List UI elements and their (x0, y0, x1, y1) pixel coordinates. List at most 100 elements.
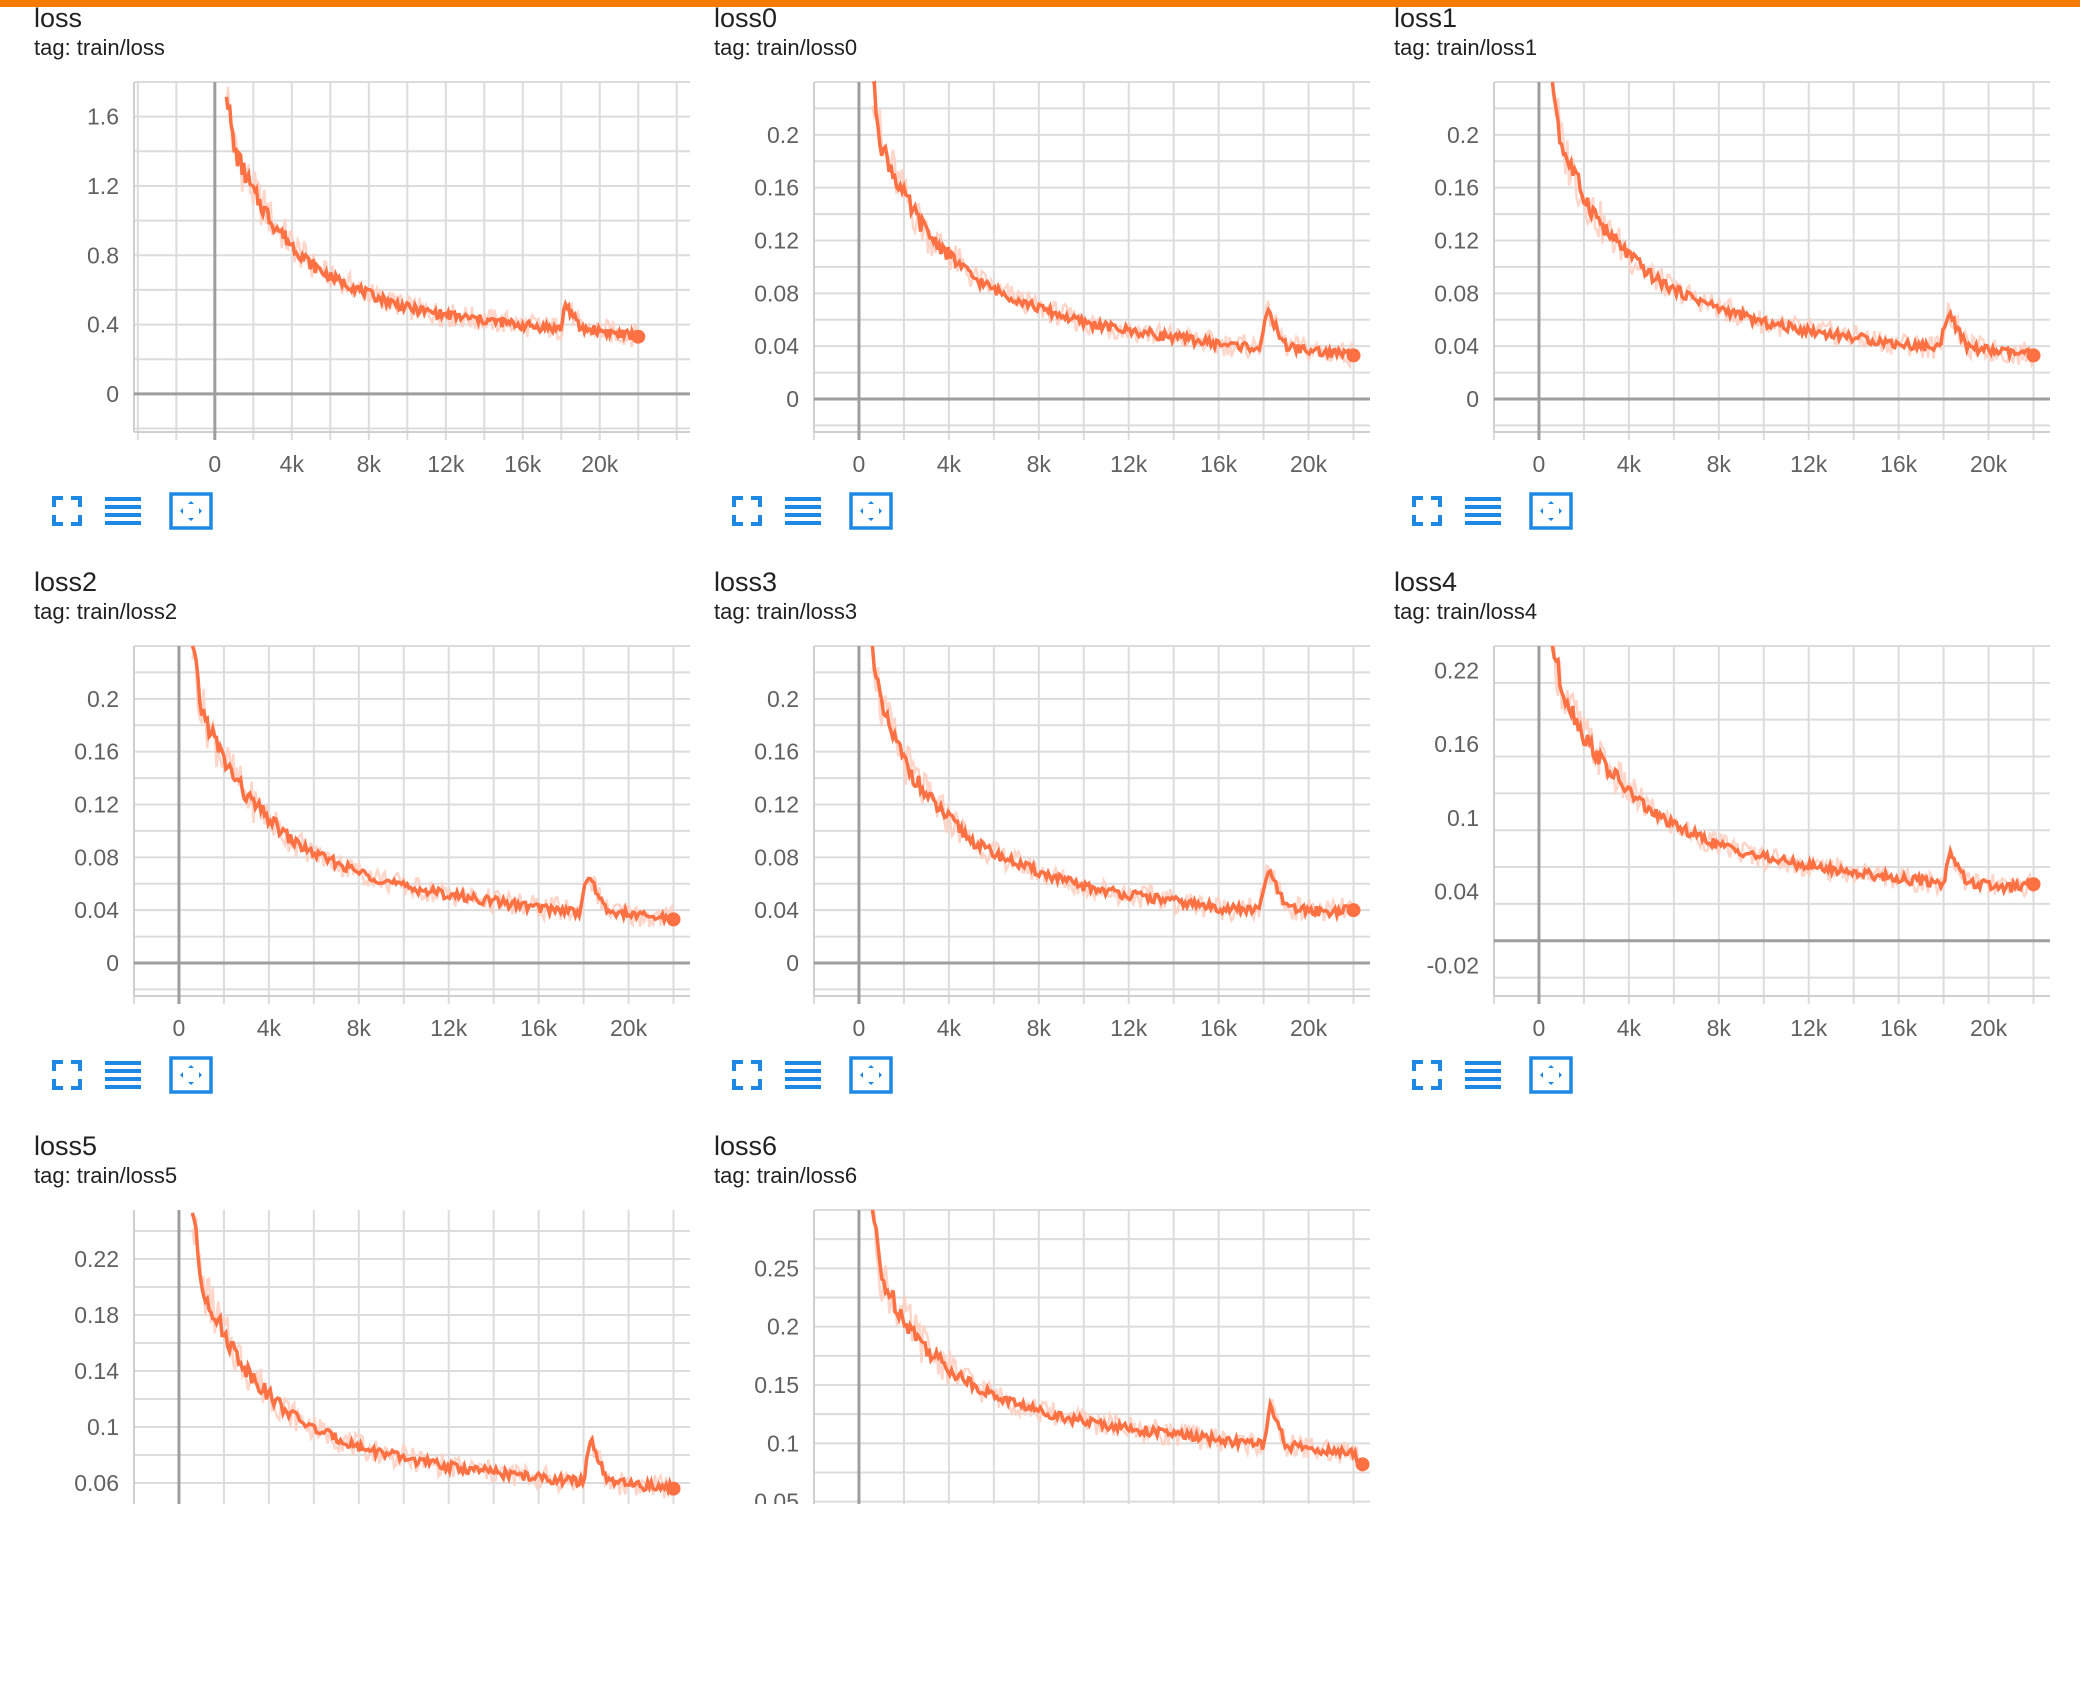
list-icon (783, 1058, 823, 1097)
fit-domain-button[interactable] (1528, 490, 1574, 536)
x-tick-label: 16k (1880, 1015, 1918, 1041)
fit-domain-button[interactable] (848, 490, 894, 536)
series-line (190, 645, 676, 927)
y-tick-label: 0.15 (754, 1372, 799, 1398)
last-point-marker[interactable] (2026, 877, 2041, 892)
x-tick-label: 16k (504, 451, 542, 477)
line-chart[interactable]: -0.02 0.04 0.1 0.16 0.22 0 4k 8k 12k 16k 20k (1360, 564, 2050, 1044)
list-icon (103, 494, 143, 533)
x-tick-label: 4k (280, 451, 305, 477)
x-tick-label: 12k (1110, 1015, 1148, 1041)
fit-domain-icon (1529, 1055, 1573, 1099)
line-chart[interactable]: 0 0.4 0.8 1.2 1.6 0 4k 8k 12k 16k 20k (0, 0, 690, 480)
line-chart[interactable]: 0.050.10.150.20.2504k8k12k16k20k (680, 1128, 1370, 1504)
y-tick-label: 0.2 (1447, 122, 1479, 148)
y-tick-label: 0.2 (87, 686, 119, 712)
line-chart[interactable]: 0 0.04 0.08 0.12 0.16 0.2 0 4k 8k 12k 16k 20k (0, 564, 690, 1044)
last-point-marker[interactable] (1346, 903, 1361, 918)
x-tick-label: 4k (257, 1015, 282, 1041)
fullscreen-button[interactable] (1404, 490, 1450, 536)
list-button[interactable] (780, 1054, 826, 1100)
list-button[interactable] (100, 490, 146, 536)
fit-domain-button[interactable] (1528, 1054, 1574, 1100)
top-accent-bar (0, 0, 2080, 7)
fullscreen-icon (1410, 1058, 1444, 1097)
y-tick-label: 0.1 (767, 1430, 799, 1456)
last-point-marker[interactable] (666, 912, 681, 927)
y-tick-label: 1.2 (87, 173, 119, 199)
x-tick-label: 8k (1027, 1015, 1052, 1041)
line-chart[interactable]: 0 0.04 0.08 0.12 0.16 0.2 0 4k 8k 12k 16k 20k (680, 564, 1370, 1044)
y-tick-label: 0.05 (754, 1489, 799, 1504)
fullscreen-button[interactable] (44, 490, 90, 536)
fullscreen-icon (730, 1058, 764, 1097)
list-button[interactable] (1460, 490, 1506, 536)
x-tick-label: 0 (853, 1015, 866, 1041)
last-point-marker[interactable] (631, 329, 646, 344)
grid (133, 81, 690, 440)
series-line (190, 1212, 675, 1498)
x-tick-label: 8k (1707, 451, 1732, 477)
y-tick-label: 0.16 (754, 175, 799, 201)
y-tick-label: 0.04 (754, 333, 799, 359)
y-tick-label: 0.8 (87, 242, 119, 268)
fit-domain-button[interactable] (168, 1054, 214, 1100)
fit-domain-icon (849, 491, 893, 535)
y-tick-label: 0.12 (754, 791, 799, 817)
list-icon (103, 1058, 143, 1097)
last-point-marker[interactable] (666, 1481, 681, 1496)
y-tick-label: 0.04 (1434, 333, 1479, 359)
list-button[interactable] (780, 490, 826, 536)
y-tick-label: 0.2 (767, 122, 799, 148)
x-tick-label: 8k (347, 1015, 372, 1041)
x-tick-label: 12k (1110, 451, 1148, 477)
x-tick-label: 20k (1970, 1015, 2008, 1041)
y-tick-label: 0.1 (1447, 805, 1479, 831)
series-line (870, 645, 1356, 923)
card-tag: tag: train/loss6 (714, 1163, 858, 1188)
y-tick-label: 0.14 (74, 1358, 119, 1384)
last-point-marker[interactable] (1346, 348, 1361, 363)
fullscreen-button[interactable] (724, 490, 770, 536)
line-chart[interactable]: 0 0.04 0.08 0.12 0.16 0.2 0 4k 8k 12k 16k 20k (1360, 0, 2050, 480)
last-point-marker[interactable] (2026, 348, 2041, 363)
series-line-raw (871, 105, 1355, 370)
y-tick-label: 0.06 (74, 1470, 119, 1496)
y-tick-label: 1.6 (87, 104, 119, 130)
x-tick-label: 16k (1880, 451, 1918, 477)
list-icon (783, 494, 823, 533)
y-tick-label: 0.12 (1434, 227, 1479, 253)
x-tick-label: 16k (1200, 1015, 1238, 1041)
y-tick-label: 0.18 (74, 1302, 119, 1328)
series-line (1550, 81, 2035, 363)
y-tick-label: 0.1 (87, 1414, 119, 1440)
last-point-marker[interactable] (1355, 1457, 1370, 1472)
x-tick-label: 16k (1200, 451, 1238, 477)
scalar-card: loss6 tag: train/loss6 0.05 0.1 0.15 0.2 0.2… (680, 1128, 1370, 1692)
fullscreen-icon (1410, 494, 1444, 533)
fit-domain-button[interactable] (168, 490, 214, 536)
y-tick-label: 0.22 (74, 1246, 119, 1272)
y-tick-label: 0.12 (74, 791, 119, 817)
list-button[interactable] (100, 1054, 146, 1100)
y-tick-label: 0.16 (1434, 731, 1479, 757)
y-tick-label: -0.02 (1427, 952, 1479, 978)
grid (813, 1209, 1370, 1504)
y-tick-label: 0.16 (74, 739, 119, 765)
fullscreen-button[interactable] (1404, 1054, 1450, 1100)
line-chart[interactable]: 0 0.04 0.08 0.12 0.16 0.2 0 4k 8k 12k 16k 20k (680, 0, 1370, 480)
fullscreen-button[interactable] (44, 1054, 90, 1100)
y-tick-label: 0.22 (1434, 658, 1479, 684)
series-line-raw (225, 86, 640, 348)
card-tag: tag: train/loss1 (1394, 35, 1538, 60)
fullscreen-button[interactable] (724, 1054, 770, 1100)
x-tick-label: 20k (610, 1015, 648, 1041)
list-button[interactable] (1460, 1054, 1506, 1100)
x-tick-label: 4k (937, 1015, 962, 1041)
y-tick-label: 0.12 (754, 227, 799, 253)
card-title: loss (34, 3, 83, 33)
y-tick-label: 0.04 (1434, 879, 1479, 905)
x-tick-label: 20k (1290, 451, 1328, 477)
fit-domain-button[interactable] (848, 1054, 894, 1100)
